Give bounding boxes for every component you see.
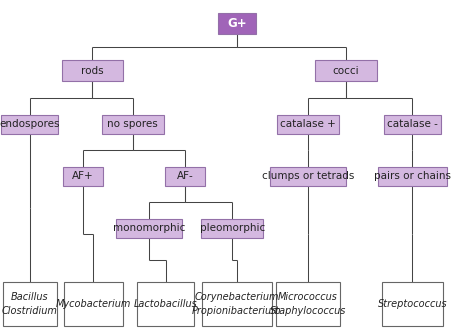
Text: catalase +: catalase + [280,119,336,129]
FancyBboxPatch shape [137,282,194,326]
Text: endospores: endospores [0,119,60,129]
Text: no spores: no spores [107,119,158,129]
FancyBboxPatch shape [2,282,57,326]
Text: cocci: cocci [333,66,359,76]
FancyBboxPatch shape [315,60,377,81]
FancyBboxPatch shape [1,115,58,134]
FancyBboxPatch shape [116,219,182,238]
FancyBboxPatch shape [384,115,441,134]
FancyBboxPatch shape [276,282,340,326]
FancyBboxPatch shape [382,282,443,326]
FancyBboxPatch shape [202,282,272,326]
Text: pairs or chains: pairs or chains [374,171,451,181]
Text: Lactobacillus: Lactobacillus [134,299,198,309]
Text: AF-: AF- [176,171,193,181]
Text: Streptococcus: Streptococcus [378,299,447,309]
Text: monomorphic: monomorphic [113,223,185,234]
FancyBboxPatch shape [218,13,256,34]
Text: G+: G+ [227,17,247,30]
FancyBboxPatch shape [102,115,164,134]
FancyBboxPatch shape [165,167,205,186]
Text: AF+: AF+ [72,171,94,181]
FancyBboxPatch shape [64,282,123,326]
FancyBboxPatch shape [277,115,339,134]
Text: Bacillus
Clostridium: Bacillus Clostridium [2,292,58,316]
FancyBboxPatch shape [378,167,447,186]
Text: clumps or tetrads: clumps or tetrads [262,171,354,181]
Text: catalase -: catalase - [387,119,438,129]
Text: Corynebacterium
Propionibacterium: Corynebacterium Propionibacterium [192,292,282,316]
FancyBboxPatch shape [63,167,103,186]
FancyBboxPatch shape [201,219,263,238]
Text: Mycobacterium: Mycobacterium [55,299,131,309]
Text: pleomorphic: pleomorphic [200,223,265,234]
FancyBboxPatch shape [270,167,346,186]
Text: Micrococcus
Staphylococcus: Micrococcus Staphylococcus [270,292,346,316]
Text: rods: rods [81,66,104,76]
FancyBboxPatch shape [62,60,123,81]
